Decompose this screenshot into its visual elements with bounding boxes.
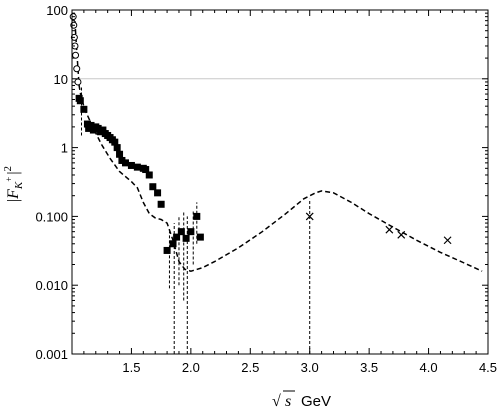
x-tick-label: 2.0 xyxy=(182,360,200,375)
square-marker xyxy=(116,150,124,158)
y-tick-label: 100 xyxy=(46,3,68,18)
y-axis-label-text: |FK+|2 xyxy=(2,166,25,202)
axes: 1.5 2.0 2.5 3.0 3.5 4.0 4.5 0.001 0.010 0.100 1 10 1… xyxy=(35,3,497,375)
x-axis-label-unit: GeV xyxy=(301,393,331,410)
cross-marker xyxy=(305,212,314,221)
square-marker xyxy=(87,121,95,129)
x-tick-label: 3.0 xyxy=(301,360,319,375)
x-tick-label: 4.0 xyxy=(420,360,438,375)
square-marker xyxy=(80,105,88,113)
y-axis-label-F: F xyxy=(5,189,22,200)
square-marker xyxy=(76,97,84,105)
y-tick-label: 0.010 xyxy=(35,278,68,293)
data-points xyxy=(69,13,452,254)
y-axis-label-sup: + xyxy=(4,177,14,182)
square-marker xyxy=(173,233,181,241)
square-marker xyxy=(133,163,141,171)
square-marker xyxy=(145,171,153,179)
model-curve xyxy=(73,13,483,272)
y-axis-label-bar-left: | xyxy=(5,199,22,202)
y-tick-label: 0.100 xyxy=(35,209,68,224)
square-marker xyxy=(142,166,150,174)
square-marker xyxy=(196,233,204,241)
y-axis-label-bar-right: | xyxy=(5,171,22,174)
x-axis-label: √ s GeV xyxy=(272,390,331,410)
square-marker xyxy=(177,228,185,236)
model-curve-line xyxy=(73,13,483,272)
square-marker xyxy=(99,126,107,134)
square-marker xyxy=(118,156,126,164)
circle-marker xyxy=(74,78,82,86)
x-tick-label: 3.5 xyxy=(360,360,378,375)
y-tick-label: 10 xyxy=(54,72,68,87)
y-tick-label: 0.001 xyxy=(35,347,68,362)
y-axis-label-sub: K xyxy=(13,181,25,190)
square-marker xyxy=(127,161,135,169)
circle-marker xyxy=(72,51,80,59)
square-marker xyxy=(182,234,190,242)
x-tick-label: 1.5 xyxy=(122,360,140,375)
square-marker xyxy=(157,200,165,208)
y-tick-label: 1 xyxy=(61,141,68,156)
square-marker xyxy=(163,246,171,254)
square-marker xyxy=(169,240,177,248)
x-tick-label: 4.5 xyxy=(479,360,497,375)
square-marker xyxy=(149,183,157,191)
y-axis-label: |FK+|2 xyxy=(2,166,25,202)
square-marker xyxy=(113,144,121,152)
square-marker xyxy=(83,120,91,128)
circle-marker xyxy=(73,65,81,73)
y-axis-label-power: 2 xyxy=(2,166,14,172)
x-axis-label-sqrt: √ xyxy=(272,393,281,410)
square-marker xyxy=(111,138,119,146)
x-tick-label: 2.5 xyxy=(241,360,259,375)
cross-marker xyxy=(385,225,394,234)
x-axis-label-var: s xyxy=(285,393,291,410)
cross-marker xyxy=(397,230,406,239)
square-marker xyxy=(121,159,129,167)
square-marker xyxy=(187,228,195,236)
cross-marker xyxy=(443,236,452,245)
square-marker xyxy=(193,212,201,220)
plot-frame xyxy=(71,9,489,355)
square-marker xyxy=(154,189,162,197)
